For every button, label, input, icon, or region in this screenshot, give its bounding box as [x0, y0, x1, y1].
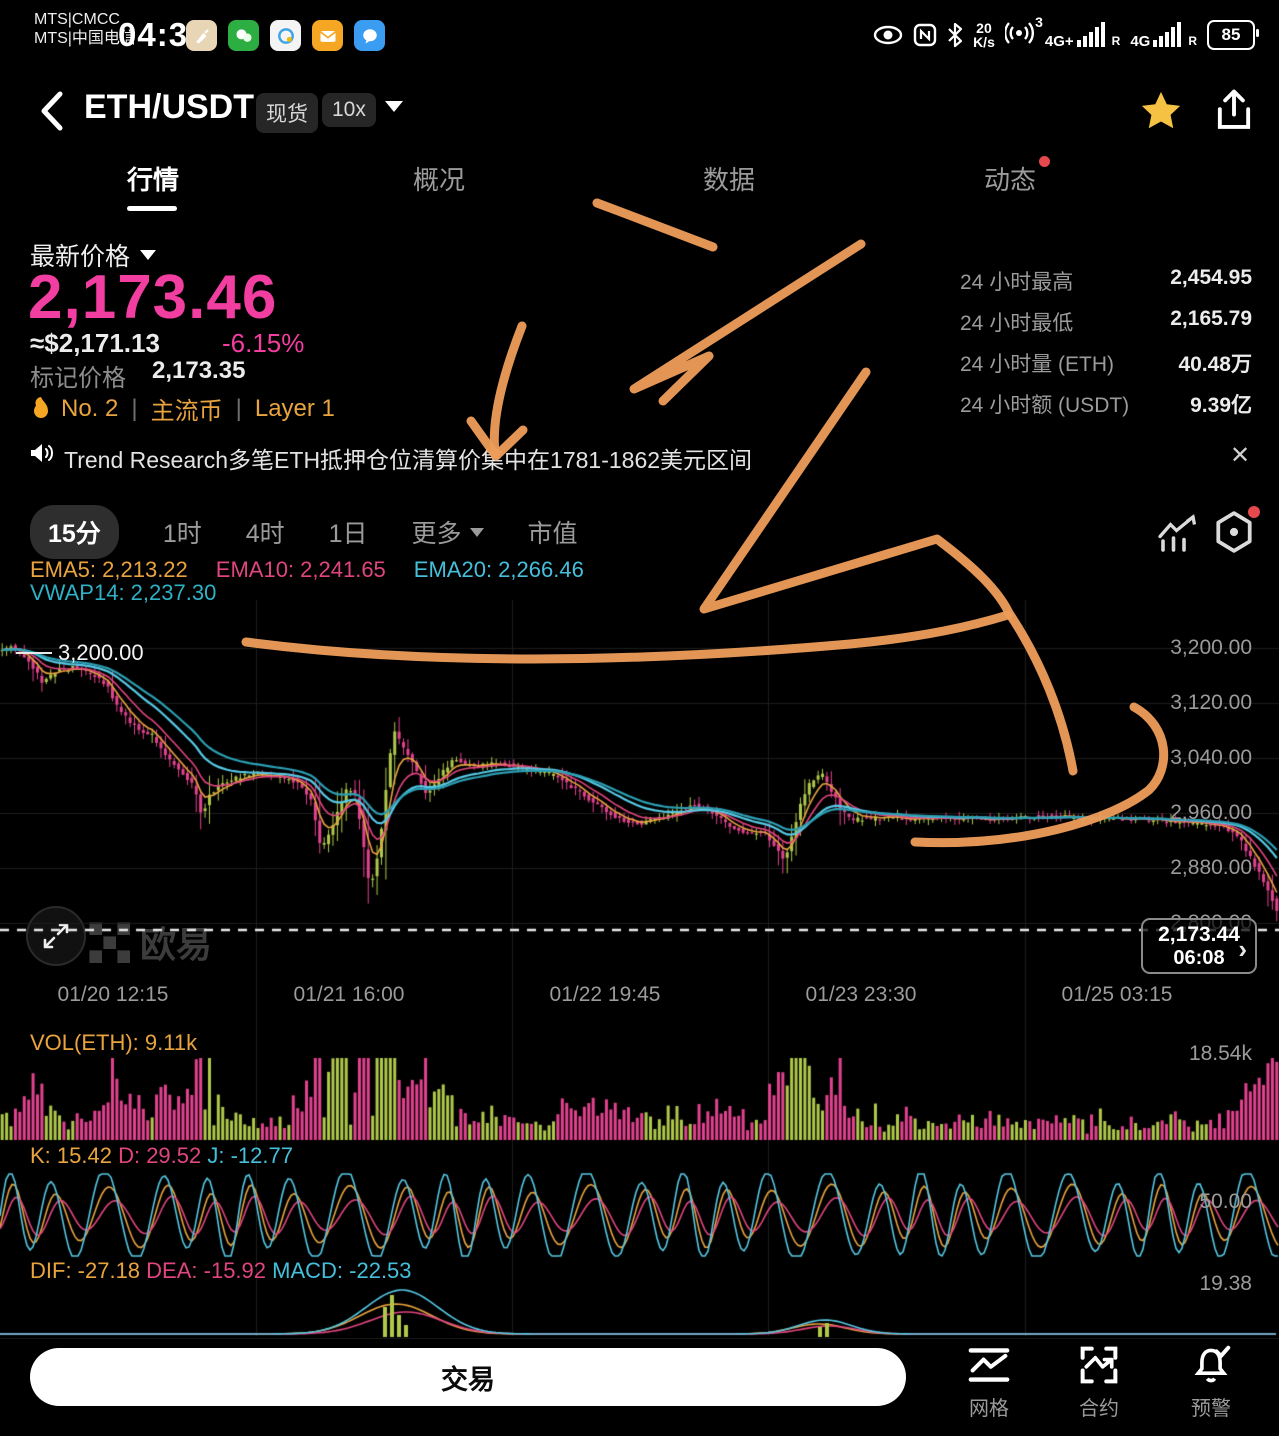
bluetooth-icon	[948, 22, 963, 47]
change-percent: -6.15%	[222, 328, 305, 358]
market-cap-tab[interactable]: 市值	[527, 520, 578, 548]
tab-3[interactable]: 数据	[703, 165, 756, 195]
tab-notification-dot	[1039, 156, 1051, 167]
trade-button[interactable]: 交易	[30, 1348, 906, 1406]
settings-notification-dot	[1248, 506, 1260, 518]
active-tab-underline	[127, 206, 177, 211]
volume-label[interactable]: VOL(ETH): 9.11k	[30, 1030, 198, 1055]
stat-row: 24 小时最低 2,165.79	[960, 307, 1252, 335]
cleaner-app-icon	[186, 20, 217, 51]
news-ticker[interactable]: Trend Research多笔ETH抵押仓位清算价集中在1781-1862美元…	[64, 447, 753, 473]
macd-labels[interactable]: DIF: -27.18 DEA: -15.92 MACD: -22.53	[30, 1258, 412, 1283]
macd-right-label: 19.38	[1199, 1272, 1252, 1295]
pair-dropdown-icon[interactable]	[385, 101, 403, 112]
interval-1日[interactable]: 1日	[328, 520, 368, 548]
top-tabs: 行情 概况 数据 动态	[0, 156, 1279, 212]
interval-toolbar: 15分 1时 4时 1日 更多 市值	[30, 505, 578, 559]
wechat-icon	[228, 20, 259, 51]
bottom-action-bar: 交易 网格 合约 预警	[0, 1338, 1279, 1436]
ema5-label: EMA5: 2,213.22	[30, 557, 188, 582]
stat-row: 24 小时最高 2,454.95	[960, 266, 1252, 294]
flame-icon	[34, 396, 48, 418]
share-icon[interactable]	[1212, 88, 1256, 134]
tab-1[interactable]: 行情	[127, 165, 180, 195]
volume-max-label: 18.54k	[1188, 1042, 1252, 1065]
y-axis-label: 2,880.00	[1170, 856, 1252, 879]
interval-1时[interactable]: 1时	[162, 520, 202, 548]
announcement-icon	[31, 444, 53, 462]
kdj-labels[interactable]: K: 15.42 D: 29.52 J: -12.77	[30, 1143, 293, 1168]
futures-icon	[1054, 1345, 1144, 1390]
x-axis-label: 01/21 16:00	[293, 983, 405, 1006]
x-axis-label: 01/20 12:15	[57, 983, 169, 1006]
messages-icon	[354, 20, 385, 51]
interval-more-dropdown[interactable]: 更多	[412, 514, 484, 550]
interval-15分[interactable]: 15分	[30, 505, 119, 559]
favorite-star-icon[interactable]	[1138, 88, 1184, 134]
notification-app-icons	[186, 20, 385, 51]
status-icons: 20 K/s 3 4G+ R 4G R 85	[873, 14, 1259, 51]
stat-row: 24 小时额 (USDT) 9.39亿	[960, 394, 1252, 417]
token-rank-tags[interactable]: No. 2 | 主流币 | Layer 1	[30, 391, 335, 426]
bottom-item-1[interactable]: 网格	[944, 1345, 1034, 1421]
y-axis-label: 3,200.00	[1170, 636, 1252, 659]
x-axis-label: 01/22 19:45	[549, 983, 661, 1006]
bottom-item-2[interactable]: 合约	[1054, 1345, 1144, 1421]
leverage-badge: 10x	[322, 93, 376, 127]
tab-4[interactable]: 动态	[984, 156, 1051, 197]
eye-icon	[873, 25, 903, 44]
fiat-value: ≈$2,171.13	[30, 328, 160, 358]
chevron-down-icon	[469, 527, 484, 537]
kdj-mid-label: 50.00	[1199, 1190, 1252, 1213]
mail-icon	[312, 20, 343, 51]
ema10-label: EMA10: 2,241.65	[215, 557, 386, 582]
hotspot-icon: 3	[1003, 14, 1043, 51]
y-axis-label: 3,040.00	[1170, 746, 1252, 769]
chevron-right-icon: ›	[1238, 934, 1247, 964]
news-close-icon[interactable]: ✕	[1230, 442, 1251, 469]
alert-bell-icon	[1166, 1345, 1256, 1390]
back-button[interactable]	[36, 90, 66, 132]
y-axis-label: 3,120.00	[1170, 691, 1252, 714]
stats-24h: 24 小时最高 2,454.95 24 小时最低 2,165.79 24 小时量 (ET…	[960, 266, 1252, 430]
carrier-label: MTS|CMCC MTS|中国电信	[34, 11, 136, 47]
bottom-item-3[interactable]: 预警	[1166, 1345, 1256, 1421]
signal-4g-plus: 4G+ R	[1045, 21, 1120, 49]
nfc-icon	[913, 23, 937, 46]
grid-bot-icon	[944, 1345, 1034, 1390]
last-price: 2,173.46	[28, 263, 278, 332]
tab-2[interactable]: 概况	[413, 165, 466, 195]
mark-price: 2,173.35	[152, 357, 246, 384]
chart-type-icon[interactable]	[1157, 512, 1199, 552]
qq-icon	[270, 20, 301, 51]
pair-title[interactable]: ETH/USDT	[84, 88, 254, 126]
last-price-selector[interactable]: 最新价格	[30, 237, 157, 273]
y-axis-label: 2,960.00	[1170, 801, 1252, 824]
mark-price-label: 标记价格	[30, 365, 126, 392]
x-axis-label: 01/23 23:30	[805, 983, 917, 1006]
battery-indicator: 85	[1207, 19, 1259, 50]
vwap-label: VWAP14: 2,237.30	[30, 580, 217, 605]
spot-badge: 现货	[256, 93, 318, 133]
network-speed: 20 K/s	[973, 19, 995, 50]
ma-indicator-labels: EMA5: 2,213.22 EMA10: 2,241.65 EMA20: 2,26…	[30, 557, 584, 583]
chevron-down-icon	[140, 250, 157, 260]
stat-row: 24 小时量 (ETH) 40.48万	[960, 353, 1252, 376]
interval-4时[interactable]: 4时	[245, 520, 285, 548]
last-price-tag[interactable]: 2,173.44 06:08 ›	[1141, 918, 1257, 974]
left-price-marker: 3,200.00	[16, 640, 144, 666]
x-axis-label: 01/25 03:15	[1061, 983, 1173, 1006]
ema20-label: EMA20: 2,266.46	[413, 557, 584, 582]
chart-settings-icon[interactable]	[1212, 506, 1260, 559]
signal-4g: 4G R	[1130, 21, 1197, 49]
